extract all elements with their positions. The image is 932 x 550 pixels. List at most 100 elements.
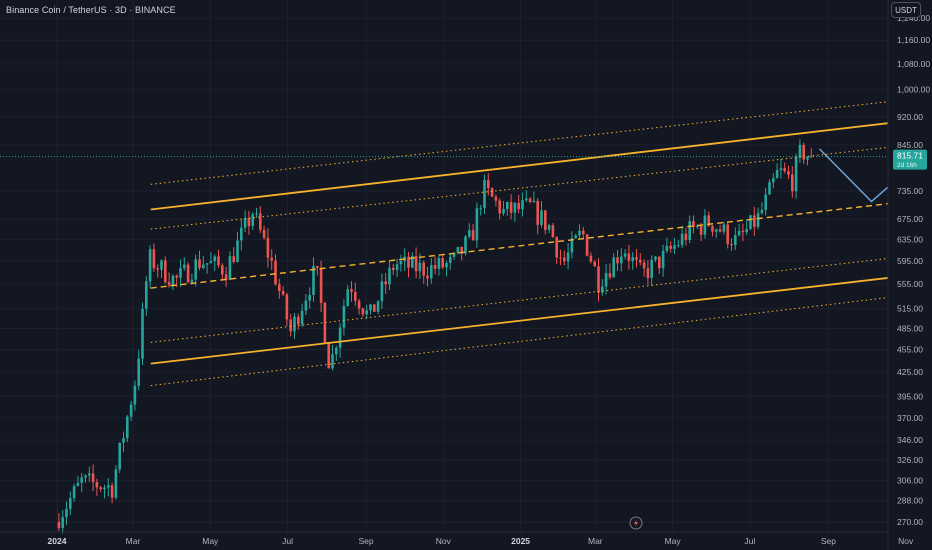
candle-body [536,200,539,225]
candle-body [304,300,308,311]
candle-body [240,227,243,241]
candle [278,278,281,299]
candle [608,263,612,280]
candle [502,200,505,216]
candle-body [160,260,163,270]
candle-body [164,260,167,283]
candle [730,238,733,251]
price-tick-label: 555.00 [897,279,923,289]
candle-body [601,286,604,293]
candle-body [414,256,418,272]
time-tick-label: 2025 [511,536,530,546]
candle [806,156,809,166]
candle [779,158,783,179]
candle-body [69,498,72,509]
candle [570,231,574,259]
candle-body [278,284,281,292]
candle [373,304,376,312]
candle-body [99,487,102,490]
candle [84,474,87,483]
candle-body [494,196,498,201]
candle [247,210,251,235]
candle-body [107,485,110,488]
channel-upper-line [150,117,932,211]
candle-body [711,225,714,232]
candle-body [205,263,209,265]
candle [437,255,441,276]
candle-body [593,261,596,267]
candle-body [578,230,581,236]
price-tick-label: 395.00 [897,391,923,401]
candle-body [490,188,494,197]
candle-body [228,256,232,280]
last-price-badge [893,149,927,170]
candle-body [88,473,91,476]
candle-body [677,244,680,246]
candle-body [768,182,771,195]
candle-body [281,291,285,295]
candle [388,261,391,291]
candle [745,219,748,236]
candle-body [57,522,61,529]
candle [281,286,285,297]
candle-body [806,156,809,160]
candle-body [718,229,722,232]
time-tick-label: Jul [282,536,293,546]
candle-body [532,200,536,203]
candle-body [297,316,300,325]
currency-button[interactable]: USDT [891,2,921,18]
candle [80,472,83,493]
candle-body [688,221,691,241]
candle [323,301,327,344]
candle [563,250,566,266]
candle-body [122,438,125,443]
candle-body [551,225,555,238]
candle [654,256,657,263]
candle-body [148,249,152,282]
candle-body [631,257,634,261]
price-tick-label: 326.00 [897,455,923,465]
candle-body [327,343,330,369]
candle-body [566,252,570,262]
candle [574,233,577,239]
candle [802,142,805,165]
candle [198,250,201,271]
price-tick-label: 1,000.00 [897,84,930,94]
candle [665,237,669,254]
candle [342,299,346,336]
candle-body [737,230,741,236]
candle [468,223,471,239]
candle-body [118,442,121,470]
candle [544,210,547,235]
candle-body [449,256,452,263]
candle [274,254,277,286]
candle [487,172,490,196]
candle-body [209,261,213,264]
candle-body [335,347,338,355]
candle-body [525,198,528,201]
candle [316,265,319,276]
candle-body [145,281,148,309]
candle [179,259,182,287]
candle [221,263,224,281]
candle [331,344,334,371]
candle [152,243,156,272]
price-tick-label: 370.00 [897,413,923,423]
candle [175,274,178,288]
candle [122,431,125,453]
candle [490,187,494,198]
candle-body [589,255,593,262]
candle-body [680,233,684,245]
candle [308,287,311,309]
candle-body [61,517,64,529]
candle [213,254,216,271]
candle-body [585,234,589,256]
candle-body [126,416,129,439]
time-tick-label: 2024 [48,536,67,546]
candle [684,227,688,246]
candle [532,191,536,203]
candle-body [764,194,767,210]
candle-body [76,482,80,487]
